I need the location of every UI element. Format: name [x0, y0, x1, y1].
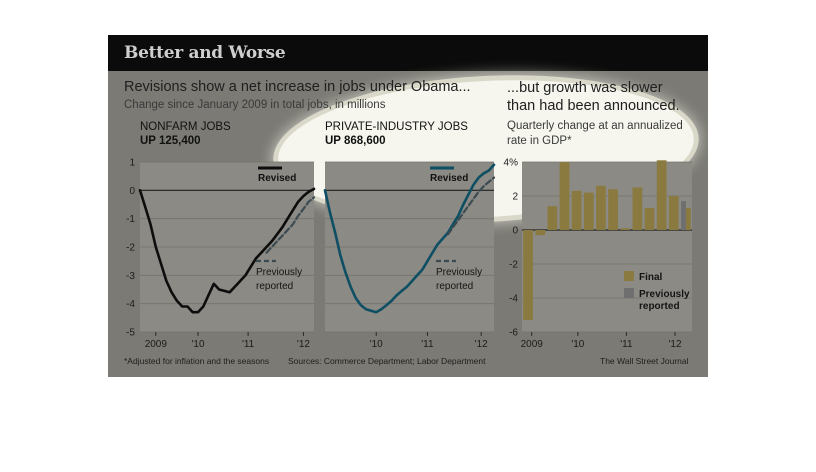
jobs-headline: Revisions show a net increase in jobs un… [124, 79, 471, 95]
nonfarm-y-tick-label: -3 [126, 271, 135, 282]
private-previous-label-line1: Previously [436, 267, 482, 278]
nonfarm-title: NONFARM JOBS [140, 121, 231, 133]
nonfarm-x-tick-label: '11 [242, 339, 255, 350]
jobs-subtitle: Change since January 2009 in total jobs,… [124, 99, 386, 111]
nonfarm-panel-title: NONFARM JOBS UP 125,400 [140, 120, 231, 148]
gdp-legend-previous-label-line1: Previously [639, 289, 690, 300]
nonfarm-revised-label: Revised [258, 173, 296, 184]
gdp-final-bar [608, 189, 618, 230]
gdp-x-tick-label: '10 [571, 339, 584, 350]
nonfarm-y-tick-label: -2 [126, 243, 135, 254]
gdp-y-tick-label: 2 [512, 192, 518, 203]
private-x-tick-label: '11 [421, 339, 434, 350]
gdp-headline-line1: ...but growth was slower [507, 80, 663, 96]
gdp-final-bar [644, 207, 655, 230]
gdp-y-tick-label: -2 [509, 260, 518, 271]
nonfarm-previous-series-line [265, 196, 316, 254]
gdp-final-bar [668, 196, 679, 230]
credit: The Wall Street Journal [600, 356, 689, 366]
private-revised-series-line [323, 163, 496, 314]
gdp-final-bar [523, 230, 533, 321]
sources: Sources: Commerce Department; Labor Depa… [288, 356, 486, 366]
gdp-headline: ...but growth was slower than had been a… [507, 79, 680, 115]
gdp-y-tick-label: -4 [509, 294, 518, 305]
gdp-legend-previous-swatch [624, 288, 634, 298]
gdp-subtitle: Quarterly change at an annualized rate i… [507, 119, 683, 149]
gdp-y-tick-label: 4% [504, 158, 519, 169]
nonfarm-x-tick-label: '12 [297, 339, 310, 350]
gdp-subtitle-line2: rate in GDP* [507, 135, 572, 147]
gdp-final-bar [547, 206, 558, 230]
nonfarm-y-tick-label: -5 [126, 328, 135, 339]
nonfarm-x-tick-label: '10 [191, 339, 204, 350]
gdp-final-bar [632, 187, 643, 230]
gdp-final-bar [535, 230, 546, 236]
nonfarm-previous-label-line2: reported [256, 281, 293, 292]
private-change: UP 868,600 [325, 135, 386, 147]
footnote: *Adjusted for inflation and the seasons [124, 356, 270, 366]
gdp-previous-bar [681, 201, 686, 230]
charts-canvas: 1 0 -1 -2 -3 -4 -5 2009 '10 '11 '12 Revised Previous… [126, 158, 692, 350]
nonfarm-y-tick-label: -4 [126, 299, 135, 310]
gdp-final-bar [656, 160, 667, 230]
banner: Better and Worse [108, 35, 708, 71]
nonfarm-y-tick-label: 0 [129, 186, 135, 197]
nonfarm-y-tick-label: 1 [129, 158, 135, 169]
private-title: PRIVATE-INDUSTRY JOBS [325, 121, 468, 133]
banner-title: Better and Worse [124, 43, 286, 63]
gdp-final-bar [559, 162, 570, 230]
gdp-legend-final-label: Final [639, 272, 663, 283]
gdp-headline-line2: than had been announced. [507, 98, 680, 114]
gdp-y-tick-label: -6 [509, 328, 518, 339]
private-previous-label-line2: reported [436, 281, 473, 292]
private-panel-title: PRIVATE-INDUSTRY JOBS UP 868,600 [325, 120, 468, 148]
gdp-final-bar [583, 192, 594, 230]
gdp-legend-previous-label-line2: reported [639, 301, 680, 312]
private-previous-series-line [446, 176, 496, 236]
gdp-final-bar [571, 190, 582, 230]
private-x-tick-label: '12 [475, 339, 488, 350]
gdp-x-tick-label: 2009 [521, 339, 544, 350]
gdp-final-bar [620, 228, 631, 230]
nonfarm-x-tick-label: 2009 [145, 339, 168, 350]
gdp-x-tick-label: '11 [620, 339, 633, 350]
private-x-tick-label: '10 [370, 339, 383, 350]
gdp-y-tick-label: 0 [512, 226, 518, 237]
graphic-frame: Better and Worse Revisions show a net in… [108, 35, 708, 377]
private-revised-label: Revised [430, 173, 468, 184]
nonfarm-revised-series-line [138, 187, 316, 314]
nonfarm-y-tick-label: -1 [126, 214, 135, 225]
nonfarm-change: UP 125,400 [140, 135, 201, 147]
gdp-x-tick-label: '12 [668, 339, 681, 350]
nonfarm-previous-label-line1: Previously [256, 267, 302, 278]
gdp-final-bar [685, 207, 691, 230]
gdp-subtitle-line1: Quarterly change at an annualized [507, 120, 683, 132]
gdp-final-bar [596, 185, 606, 230]
gdp-legend-final-swatch [624, 271, 634, 281]
